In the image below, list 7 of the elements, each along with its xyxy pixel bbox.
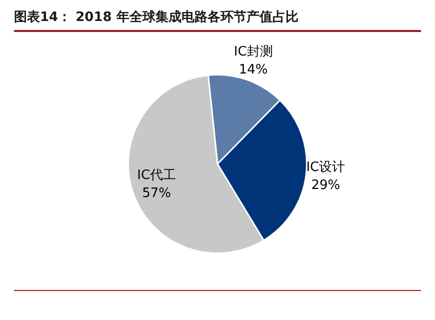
data-label: 14% [238,62,268,78]
data-label: 29% [311,178,340,193]
data-label: 57% [142,186,172,201]
chart-title: 图表14： 2018 年全球集成电路各环节产值占比 [14,10,298,25]
slice-label: IC设计 [306,160,346,175]
slice-label: IC代工 [137,168,176,183]
slice-label: IC封测 [234,44,273,60]
